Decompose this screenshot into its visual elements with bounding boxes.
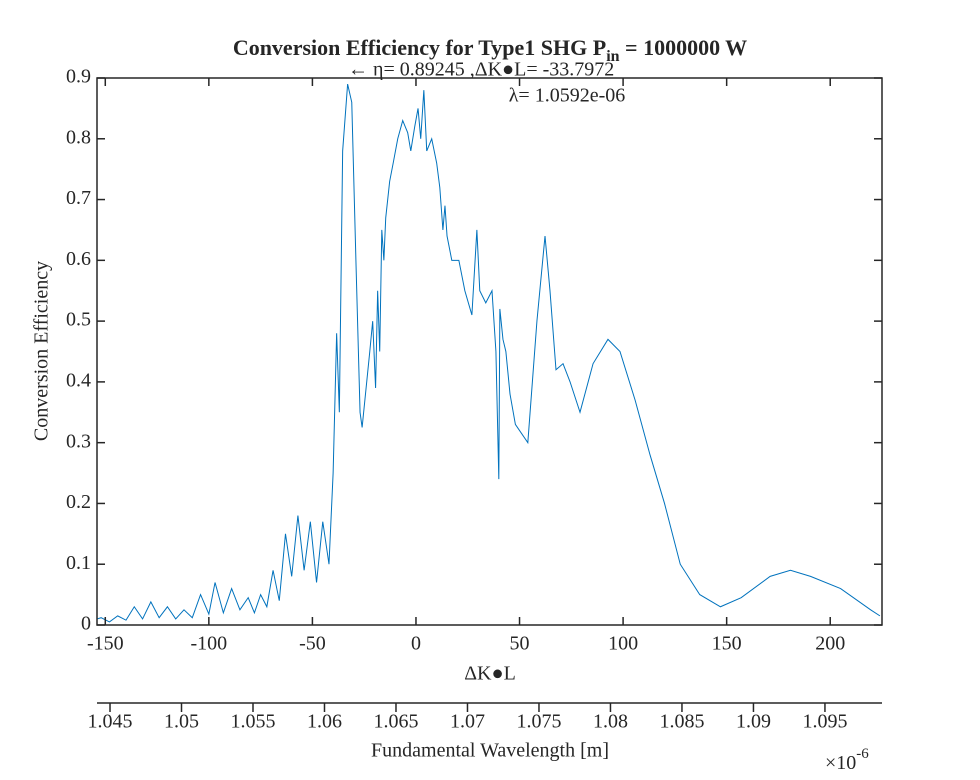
y-tick-label: 0.2 xyxy=(66,491,91,513)
x2-tick-label: 1.055 xyxy=(230,711,275,733)
x2-tick-label: 1.06 xyxy=(307,711,342,733)
y-tick-label: 0.1 xyxy=(66,552,91,574)
x2-tick-label: 1.07 xyxy=(450,711,485,733)
x2-tick-label: 1.095 xyxy=(802,711,847,733)
x-tick-label: 200 xyxy=(815,633,845,655)
x2-tick-label: 1.08 xyxy=(593,711,628,733)
x2-tick-label: 1.085 xyxy=(659,711,704,733)
x-tick-label: 50 xyxy=(510,633,530,655)
data-line xyxy=(96,83,881,623)
y-tick-label: 0.7 xyxy=(66,187,91,209)
x2-multiplier: ×10-6 xyxy=(825,746,869,773)
y-axis-label: Conversion Efficiency xyxy=(31,261,53,441)
y-tick-label: 0.6 xyxy=(66,248,91,270)
multiplier-exponent: -6 xyxy=(856,746,869,762)
title-subscript: in xyxy=(606,48,619,65)
y-tick-label: 0.9 xyxy=(66,66,91,88)
x-tick-label: -100 xyxy=(191,633,228,655)
y-tick-label: 0.4 xyxy=(66,369,91,391)
y-tick-label: 0.8 xyxy=(66,126,91,148)
multiplier-base: ×10 xyxy=(825,752,856,774)
x2-tick-label: 1.05 xyxy=(164,711,199,733)
x-axis-label: ΔK●L xyxy=(464,663,516,685)
axes-box xyxy=(96,77,883,626)
chart-title: Conversion Efficiency for Type1 SHG Pin … xyxy=(233,35,747,65)
y-tick-label: 0.3 xyxy=(66,430,91,452)
x-tick-label: 100 xyxy=(608,633,638,655)
x2-tick-label: 1.065 xyxy=(373,711,418,733)
annotation: ← η= 0.89245 ,ΔK●L= -33.7972 xyxy=(348,59,614,81)
x-tick-label: 150 xyxy=(712,633,742,655)
title-rest: = 1000000 W xyxy=(620,35,748,60)
x-tick-label: -50 xyxy=(299,633,326,655)
x2-tick-label: 1.045 xyxy=(88,711,133,733)
annotation: λ= 1.0592e-06 xyxy=(509,85,626,107)
x-tick-label: -150 xyxy=(87,633,124,655)
x2-axis-label: Fundamental Wavelength [m] xyxy=(371,740,609,762)
x2-tick-label: 1.09 xyxy=(736,711,771,733)
y-tick-label: 0 xyxy=(81,613,91,635)
title-main: Conversion Efficiency for Type1 SHG P xyxy=(233,35,606,60)
x2-tick-label: 1.075 xyxy=(516,711,561,733)
y-tick-label: 0.5 xyxy=(66,309,91,331)
x-tick-label: 0 xyxy=(411,633,421,655)
